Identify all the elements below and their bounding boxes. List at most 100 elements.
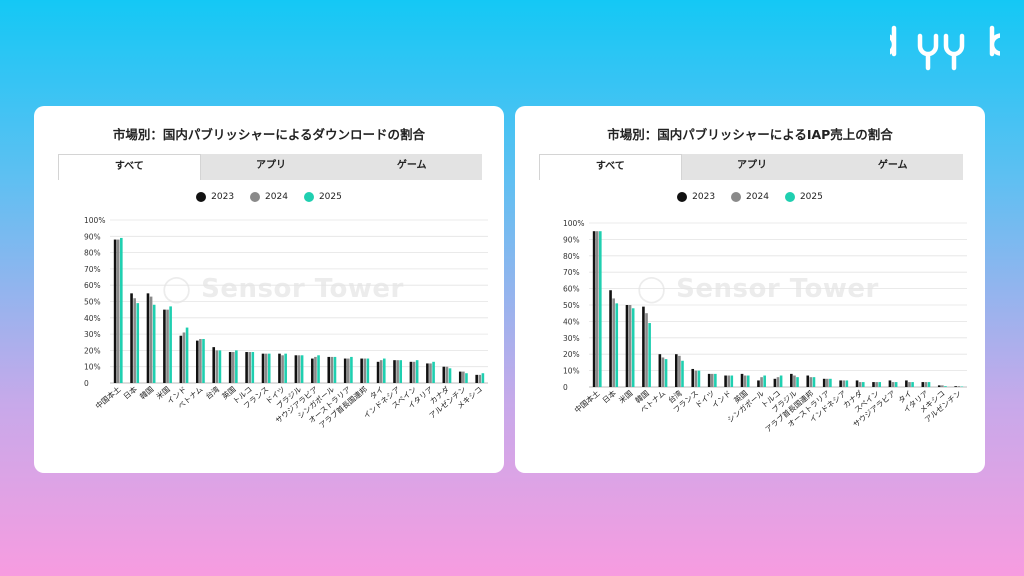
bar-2024 bbox=[826, 378, 829, 387]
bar-2024 bbox=[412, 361, 416, 383]
y-tick-label: 50% bbox=[84, 298, 101, 307]
bar-2025 bbox=[465, 373, 468, 383]
y-tick-label: 90% bbox=[84, 232, 101, 241]
bar-2024 bbox=[595, 231, 599, 387]
legend-swatch bbox=[303, 192, 314, 202]
legend-label: 2025 bbox=[318, 192, 342, 202]
bar-2024 bbox=[793, 375, 796, 387]
y-tick-label: 90% bbox=[563, 235, 580, 244]
bar-2023 bbox=[592, 231, 596, 387]
bar-2024 bbox=[116, 239, 120, 383]
bar-2025 bbox=[615, 303, 619, 387]
bar-2023 bbox=[376, 361, 380, 383]
bar-2024 bbox=[710, 373, 714, 387]
chart-legend: 2023 2024 2025 bbox=[34, 192, 504, 202]
bar-2023 bbox=[311, 358, 314, 383]
bar-2025 bbox=[152, 304, 156, 383]
chart-title: 市場別：国内パブリッシャーによるIAP売上の割合 bbox=[607, 127, 893, 142]
y-tick-label: 10% bbox=[84, 363, 101, 372]
bar-2023 bbox=[360, 358, 363, 383]
bar-2024 bbox=[429, 363, 432, 383]
legend-label: 2023 bbox=[211, 192, 235, 202]
byyd-logo bbox=[890, 25, 1000, 71]
bar-2023 bbox=[790, 373, 793, 387]
x-tick-label: 中国本土 bbox=[572, 388, 602, 415]
bar-2023 bbox=[228, 352, 232, 383]
legend-swatch bbox=[677, 192, 688, 202]
bar-2024 bbox=[628, 305, 632, 387]
bar-2025 bbox=[382, 358, 386, 383]
downloads-share-card: 市場別：国内パブリッシャーによるダウンロードの割合 すべて アプリ ゲーム 20… bbox=[34, 106, 504, 473]
bar-2023 bbox=[609, 290, 612, 387]
tab-games[interactable]: ゲーム bbox=[877, 160, 908, 171]
bar-2025 bbox=[927, 382, 931, 387]
bar-2023 bbox=[393, 360, 396, 383]
bar-2023 bbox=[113, 239, 117, 383]
bar-2024 bbox=[727, 375, 730, 387]
tab-all[interactable]: すべて bbox=[539, 154, 682, 180]
bar-2025 bbox=[284, 353, 287, 383]
x-tick-label: 米国 bbox=[616, 388, 634, 405]
bar-2025 bbox=[218, 350, 222, 383]
bar-2023 bbox=[195, 340, 199, 383]
bar-2023 bbox=[740, 373, 744, 387]
watermark-text: Sensor Tower bbox=[201, 274, 404, 304]
bar-2024 bbox=[661, 357, 665, 387]
legend-swatch bbox=[784, 192, 795, 202]
tab-all[interactable]: すべて bbox=[58, 154, 201, 180]
bar-2023 bbox=[163, 309, 166, 383]
bar-2024 bbox=[314, 356, 317, 383]
bar-2023 bbox=[327, 356, 331, 383]
bar-2023 bbox=[625, 305, 629, 387]
tab-apps[interactable]: アプリ bbox=[737, 160, 767, 171]
bar-2024 bbox=[478, 374, 482, 383]
legend-swatch bbox=[731, 192, 742, 202]
legend-label: 2024 bbox=[265, 192, 288, 202]
bar-2025 bbox=[350, 356, 353, 383]
y-tick-label: 0 bbox=[563, 383, 568, 392]
x-tick-label: 台湾 bbox=[203, 384, 221, 402]
bar-2025 bbox=[317, 355, 320, 383]
bar-2023 bbox=[691, 368, 695, 387]
bar-2025 bbox=[960, 386, 964, 388]
bar-2024 bbox=[645, 313, 648, 387]
bar-2024 bbox=[842, 380, 846, 387]
bar-2025 bbox=[415, 360, 419, 383]
legend-item: 2024 bbox=[731, 192, 769, 202]
bar-2024 bbox=[215, 350, 219, 383]
bar-2024 bbox=[678, 355, 681, 387]
legend-item: 2025 bbox=[784, 192, 823, 202]
legend-swatch bbox=[250, 192, 261, 202]
bar-2023 bbox=[245, 352, 248, 383]
x-tick-label: 韓国 bbox=[137, 384, 155, 401]
bar-2023 bbox=[905, 380, 908, 387]
bar-2025 bbox=[399, 360, 403, 383]
bar-2023 bbox=[426, 363, 429, 383]
y-tick-label: 40% bbox=[84, 314, 101, 323]
bar-2024 bbox=[281, 355, 284, 383]
bar-2024 bbox=[809, 377, 813, 387]
tab-games[interactable]: ゲーム bbox=[396, 160, 427, 171]
y-tick-label: 0 bbox=[84, 379, 89, 388]
bar-2024 bbox=[612, 298, 615, 387]
bar-2024 bbox=[858, 382, 862, 387]
legend-item: 2024 bbox=[250, 192, 288, 202]
x-tick-label: 日本 bbox=[121, 384, 139, 402]
bar-2024 bbox=[743, 375, 747, 387]
tab-apps[interactable]: アプリ bbox=[256, 160, 286, 171]
bar-2023 bbox=[278, 353, 281, 383]
sensor-tower-watermark: ◯ Sensor Tower bbox=[162, 274, 404, 304]
y-tick-label: 100% bbox=[84, 216, 105, 225]
bar-2024 bbox=[149, 296, 153, 383]
bar-2023 bbox=[806, 375, 810, 387]
iap-revenue-share-card: 市場別：国内パブリッシャーによるIAP売上の割合 すべて アプリ ゲーム 202… bbox=[515, 106, 985, 473]
bar-2023 bbox=[442, 366, 446, 383]
bar-2024 bbox=[133, 298, 136, 383]
bar-2023 bbox=[855, 380, 859, 387]
bar-2023 bbox=[475, 374, 478, 383]
bar-2025 bbox=[796, 377, 799, 387]
bar-2025 bbox=[944, 386, 947, 387]
bar-2023 bbox=[872, 382, 875, 387]
legend-item: 2025 bbox=[303, 192, 342, 202]
bar-2025 bbox=[136, 303, 140, 383]
